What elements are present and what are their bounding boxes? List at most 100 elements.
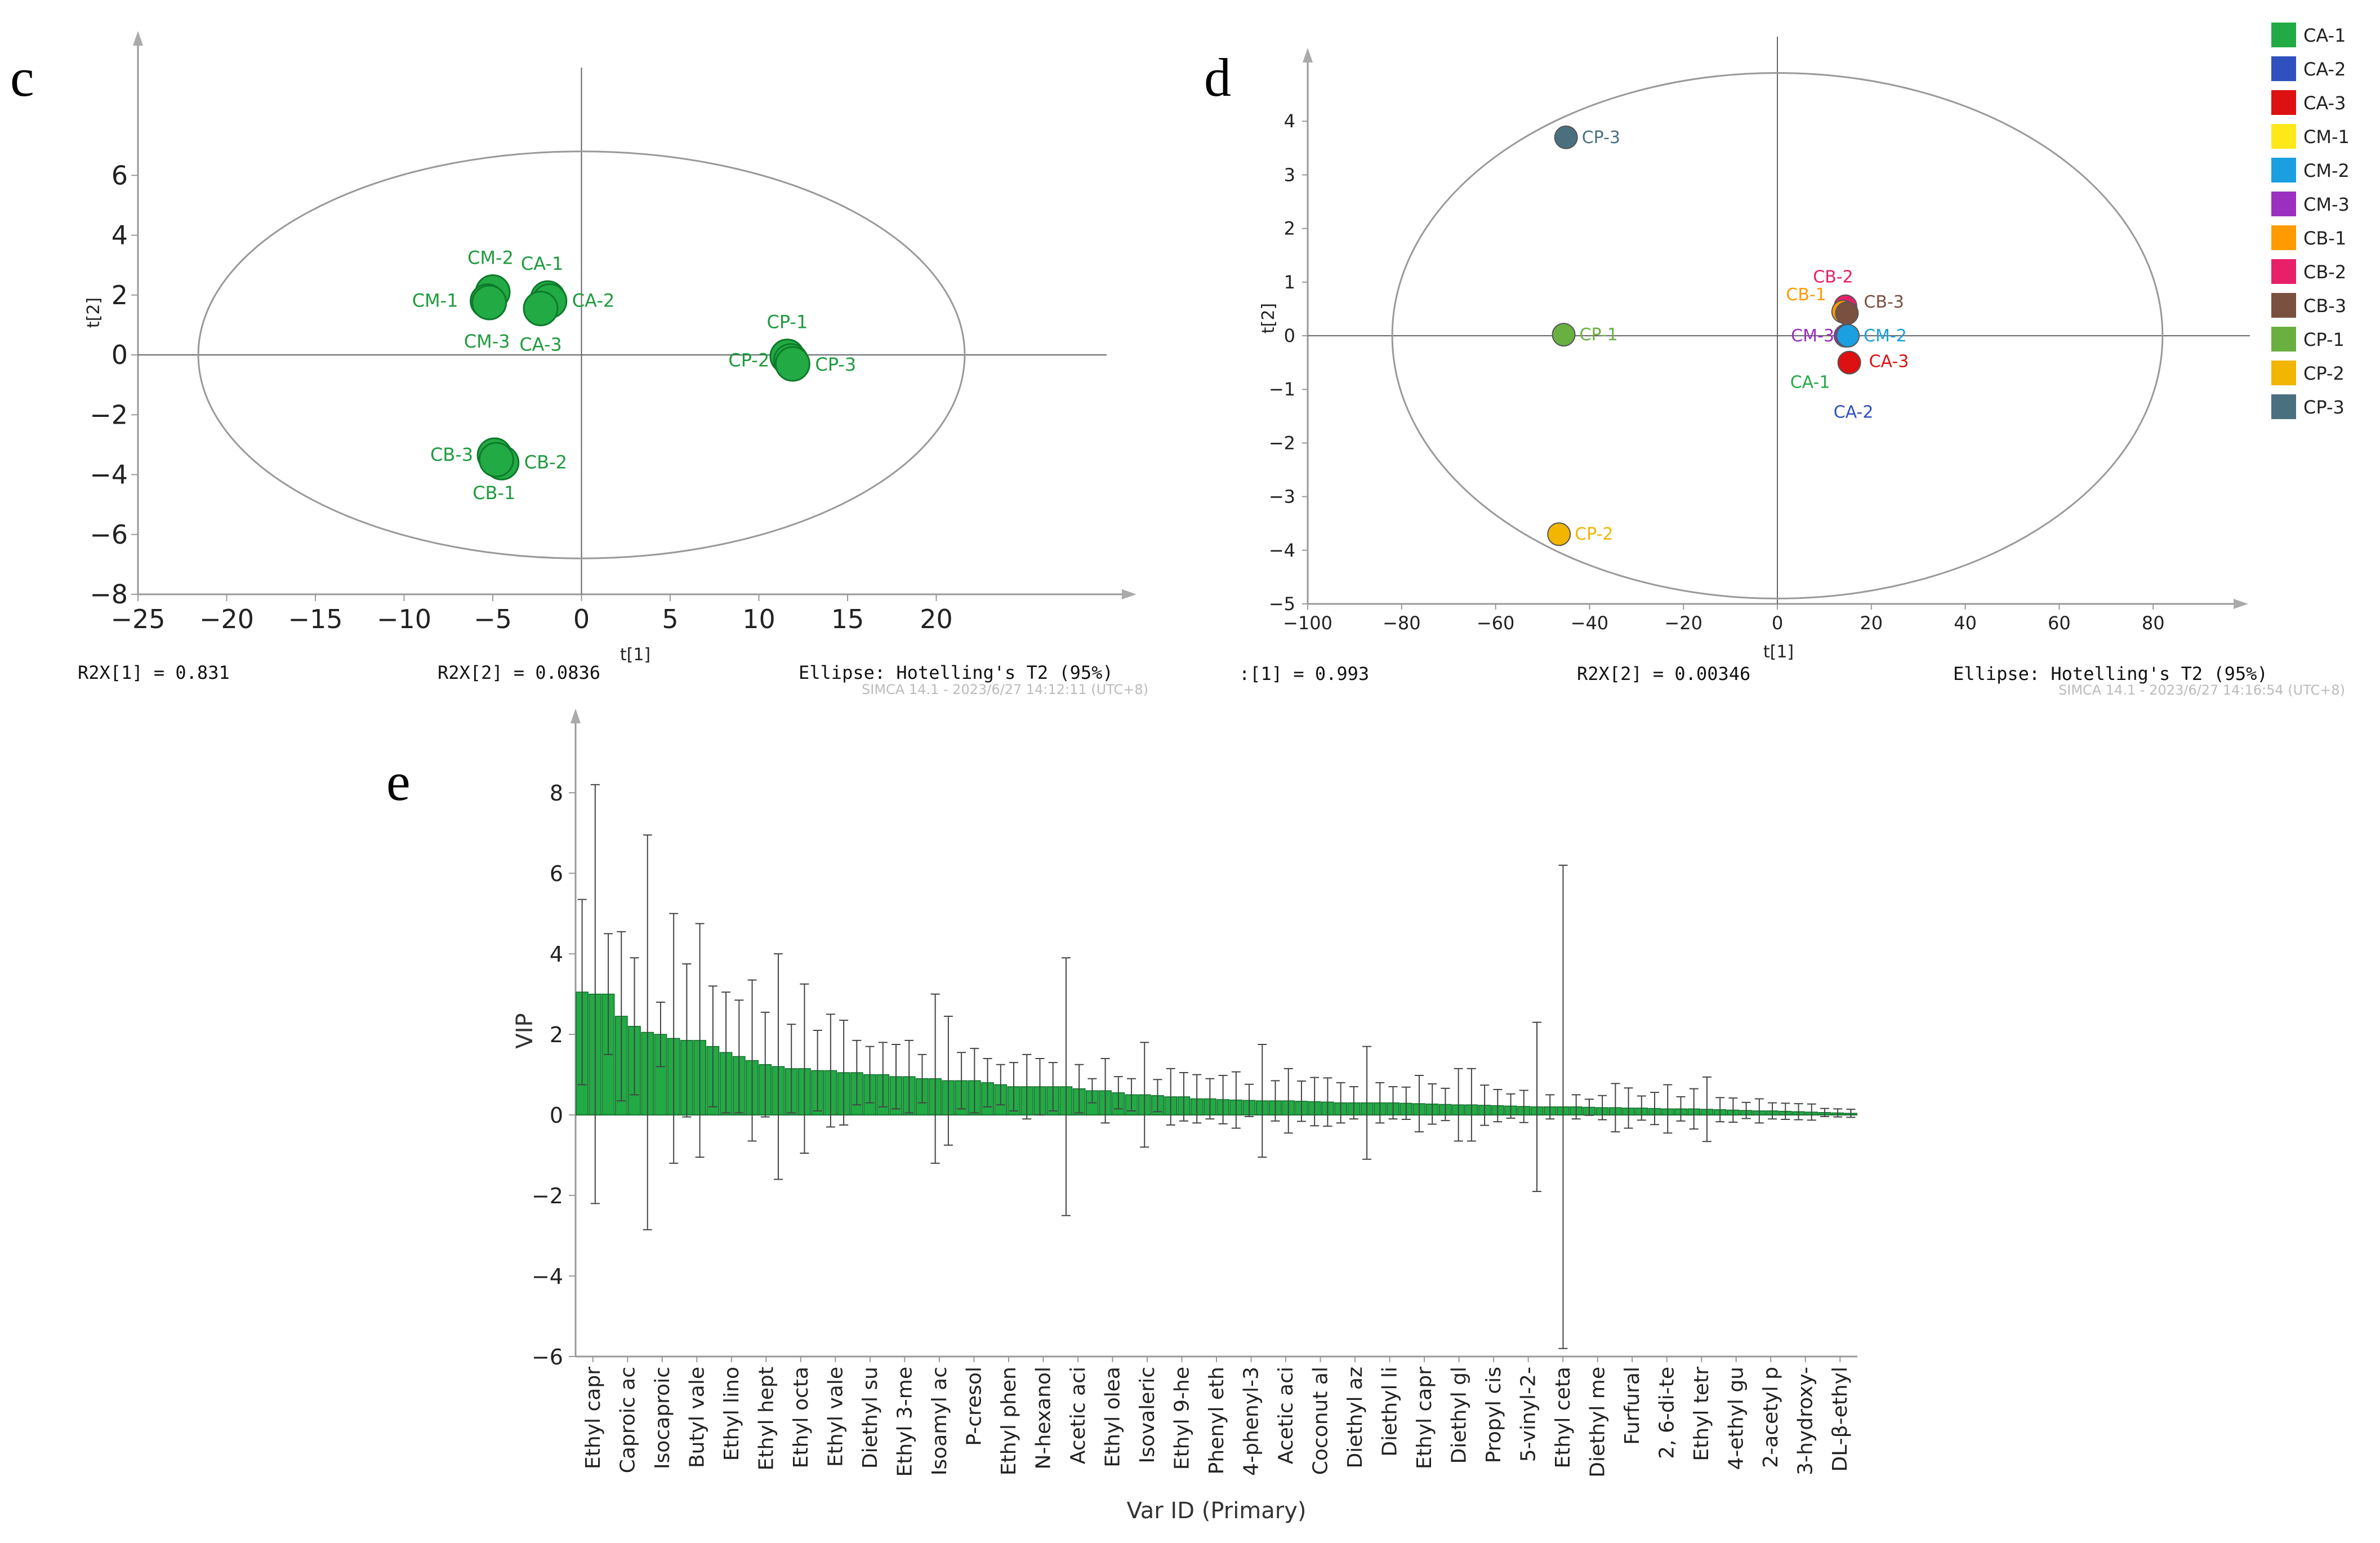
panel-c-x-axis-arrow	[1122, 589, 1136, 599]
panel-d-legend-label: CA-2	[2303, 59, 2346, 80]
panel-c-x-tick-label: 10	[742, 604, 775, 634]
panel-d-x-axis-arrow	[2234, 599, 2248, 609]
panel-d-point-label: CB-3	[1864, 292, 1904, 312]
panel-c-points: CM-2 CM-1 CM-3 CA-1 CA-2 CA-3 CP-1 CP-2 CP-3 CB-3…	[412, 247, 857, 504]
panel-d-legend-swatch	[2271, 158, 2296, 183]
panel-e-ticks: −6 −4 −2 0 2 4 6 8 Ethyl capr Caproic ac Isocaproi…	[532, 781, 1852, 1478]
panel-c-xlabel: t[1]	[620, 645, 650, 665]
panel-d-legend-swatch	[2271, 90, 2296, 115]
panel-c-y-tick-label: −2	[90, 399, 128, 430]
panel-d-y-tick-label: 1	[1284, 272, 1295, 293]
panel-c-x-tick-label: −25	[110, 604, 165, 634]
panel-e-axes	[571, 709, 1857, 1358]
panel-e-x-tick-label: Isoamyl ac	[928, 1367, 951, 1475]
panel-d-point-label: CM-3	[1791, 326, 1834, 346]
panel-d-legend-label: CB-1	[2303, 228, 2346, 249]
panel-d-legend: CA-1 CA-2 CA-3 CM-1 CM-2 CM-3 CB-1 CB-2 CB-3 CP-1…	[2271, 23, 2350, 419]
panel-c-x-tick-label: −10	[377, 604, 431, 634]
panel-d-ellipse-label: Ellipse: Hotelling's T2 (95%)	[1953, 663, 2268, 684]
panel-d-x-tick-label: 80	[2142, 612, 2165, 634]
panel-c-point-label: CB-2	[524, 451, 567, 473]
panel-c-point-label: CA-2	[572, 290, 614, 311]
panel-e-x-tick-label: Ethyl 3-me	[893, 1367, 916, 1477]
panel-c-hotelling-ellipse	[197, 150, 966, 559]
panel-c-x-tick-label: −15	[288, 604, 342, 634]
panel-d-point-label: CA-3	[1869, 352, 1909, 372]
panel-d-hotelling-ellipse	[1391, 72, 2164, 599]
panel-e-x-tick-label: Diethyl gl	[1448, 1367, 1471, 1464]
panel-c-point-label: CM-2	[467, 247, 514, 268]
panel-d-x-tick-label: −80	[1383, 612, 1421, 634]
panel-e-x-tick-label: Ethyl capr	[1413, 1367, 1436, 1469]
panel-c-point-marker	[471, 284, 507, 321]
panel-e-label: e	[386, 752, 411, 812]
panel-e-x-tick-label: 3-hydroxy-	[1794, 1367, 1817, 1475]
panel-c-point-label: CA-1	[521, 253, 563, 274]
panel-d-y-tick-label: 0	[1284, 325, 1295, 346]
panel-d-label: d	[1204, 47, 1231, 108]
panel-d-axes	[1303, 37, 2250, 609]
panel-d-x-tick-label: 0	[1772, 612, 1783, 634]
panel-e-x-tick-label: Acetic aci	[1067, 1367, 1090, 1464]
panel-d-legend-swatch	[2271, 56, 2296, 81]
panel-c-x-tick-label: −20	[199, 604, 254, 634]
panel-e-x-tick-label: Ethyl olea	[1101, 1367, 1124, 1468]
panel-e-x-tick-label: 4-ethyl gu	[1725, 1367, 1748, 1470]
panel-c-x-tick-label: 20	[920, 604, 953, 634]
panel-c-x-tick-label: −5	[474, 604, 512, 634]
panel-d-point-label: CP-2	[1575, 524, 1613, 544]
panel-c-point-marker	[774, 346, 810, 382]
panel-e-x-tick-label: Ethyl capr	[582, 1367, 605, 1469]
panel-d-legend-swatch	[2271, 327, 2296, 352]
panel-c-x-tick-label: 15	[831, 604, 864, 634]
panel-d-legend-swatch	[2271, 124, 2296, 149]
panel-e-y-tick-label: −6	[532, 1345, 563, 1369]
panel-d-y-axis-arrow	[1303, 48, 1313, 63]
panel-d-y-tick-label: 2	[1284, 218, 1295, 239]
panel-d-y-tick-label: −5	[1269, 593, 1295, 615]
panel-c-point-label: CA-3	[519, 334, 561, 355]
panel-c-point-label: CM-1	[412, 290, 458, 311]
panel-c-point-marker	[478, 442, 514, 478]
panel-e-x-tick-label: Acetic aci	[1274, 1367, 1298, 1464]
panel-d-point-marker	[1835, 301, 1859, 326]
panel-d-point-marker	[1836, 324, 1860, 348]
panel-c-point-label: CB-1	[473, 482, 515, 504]
panel-c-ylabel: t[2]	[84, 297, 104, 328]
panel-e-x-tick-label: Diethyl me	[1586, 1367, 1610, 1478]
panel-e-x-tick-label: P-cresol	[962, 1367, 986, 1446]
panel-d-legend-label: CP-1	[2303, 329, 2345, 350]
panel-e-y-tick-label: 4	[550, 942, 563, 967]
panel-e-ylabel: VIP	[512, 1013, 538, 1048]
panel-d-xlabel: t[1]	[1763, 642, 1794, 662]
panel-c-x-tick-label: 0	[573, 604, 590, 634]
panel-d-legend-swatch	[2271, 394, 2296, 419]
panel-e-x-tick-label: Ethyl ceta	[1552, 1367, 1575, 1469]
panel-e-x-tick-label: Caproic ac	[616, 1367, 639, 1473]
panel-d-legend-swatch	[2271, 259, 2296, 284]
panel-e-y-tick-label: −4	[532, 1264, 563, 1289]
panel-d-point-marker	[1837, 350, 1861, 375]
panel-e-y-tick-label: 6	[550, 861, 563, 886]
panel-e-x-tick-label: Ethyl vale	[824, 1367, 847, 1467]
panel-d-stamp: SIMCA 14.1 - 2023/6/27 14:16:54 (UTC+8)	[2058, 682, 2345, 698]
panel-c-r2x2: R2X[2] = 0.0836	[438, 662, 600, 683]
panel-d-legend-swatch	[2271, 23, 2296, 47]
panel-d-legend-swatch	[2271, 225, 2296, 250]
panel-e-x-tick-label: 5-vinyl-2-	[1517, 1367, 1540, 1462]
panel-e-x-tick-label: Ethyl hept	[755, 1367, 778, 1470]
panel-c-label: c	[10, 47, 34, 108]
panel-e-xlabel: Var ID (Primary)	[1126, 1498, 1306, 1524]
panel-d-point-marker	[1547, 522, 1571, 546]
panel-c-y-tick-label: 2	[112, 280, 128, 310]
panel-c-point-label: CB-3	[430, 444, 473, 465]
panel-d-y-tick-label: −3	[1269, 486, 1295, 508]
panel-e-x-tick-label: 4-phenyl-3	[1240, 1367, 1263, 1476]
panel-e-x-tick-label: Butyl vale	[685, 1367, 708, 1468]
panel-d-x-tick-label: 60	[2048, 612, 2071, 634]
panel-c-point-label: CP-2	[728, 350, 769, 371]
panel-d-legend-swatch	[2271, 361, 2296, 385]
panel-d-y-tick-label: −1	[1269, 379, 1295, 400]
